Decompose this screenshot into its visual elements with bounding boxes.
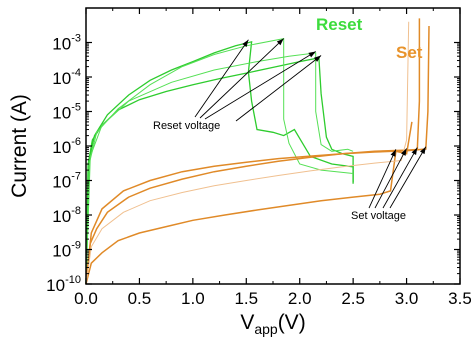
y-tick-exponent: -8 xyxy=(71,205,81,217)
y-tick-label: 10-6 xyxy=(52,136,81,157)
y-tick-base: 10 xyxy=(52,69,71,88)
y-tick-exponent: -3 xyxy=(71,33,81,45)
y-tick-exponent: -9 xyxy=(71,240,81,252)
y-tick-exponent: -6 xyxy=(71,136,81,148)
y-tick-label: 10-5 xyxy=(52,102,81,123)
y-tick-label: 10-8 xyxy=(52,205,81,226)
annotation-arrowhead xyxy=(420,146,426,155)
x-axis-title: Vapp(V) xyxy=(240,311,305,337)
x-tick-label: 0.0 xyxy=(74,289,98,308)
series-label-set: Set xyxy=(396,43,423,62)
y-tick-label: 10-4 xyxy=(52,67,81,88)
iv-curve-8 xyxy=(85,21,410,285)
x-tick-label: 1.5 xyxy=(234,289,258,308)
annotation-arrowhead xyxy=(242,39,249,48)
labels-layer: 0.0 0.5 1.0 1.5 2.0 2.5 3.0 3.510-1010-910-810-… xyxy=(46,33,471,309)
y-tick-base: 10 xyxy=(46,276,65,295)
x-tick-label: 2.5 xyxy=(341,289,365,308)
x-tick-label: 0.5 xyxy=(128,289,152,308)
y-tick-base: 10 xyxy=(52,173,71,192)
y-tick-base: 10 xyxy=(52,207,71,226)
x-axis-title-sub: app xyxy=(254,321,278,337)
annotation-arrow-line xyxy=(204,51,316,120)
x-axis-title-main: V xyxy=(240,311,254,334)
iv-curve-2 xyxy=(85,40,354,285)
x-tick-label: 1.0 xyxy=(181,289,205,308)
annotation-arrow-line xyxy=(199,38,284,119)
series-label-reset: Reset xyxy=(316,15,363,34)
y-tick-label: 10-9 xyxy=(52,240,81,261)
annotation-arrow-line xyxy=(194,39,249,118)
y-tick-base: 10 xyxy=(52,104,71,123)
annotation-arrowhead xyxy=(400,148,407,156)
annotation-arrowhead xyxy=(390,149,396,157)
y-tick-exponent: -4 xyxy=(71,67,81,79)
annotation-arrow-line xyxy=(389,146,427,209)
plot-background xyxy=(86,8,460,284)
x-tick-label: 3.5 xyxy=(448,289,471,308)
annotation-arrowhead xyxy=(276,38,284,46)
annotation-arrowhead xyxy=(313,55,322,62)
y-tick-label: 10-10 xyxy=(46,274,81,295)
x-tick-label: 2.0 xyxy=(288,289,312,308)
iv-curve-4 xyxy=(85,52,354,285)
x-axis-title-unit: (V) xyxy=(278,311,306,334)
y-tick-base: 10 xyxy=(52,35,71,54)
arrows-layer xyxy=(194,38,427,209)
iv-curve-5 xyxy=(85,121,413,285)
annotation-arrow-line xyxy=(374,148,407,209)
annotation-arrow-line xyxy=(368,149,397,209)
y-tick-base: 10 xyxy=(52,242,71,261)
y-tick-base: 10 xyxy=(52,138,71,157)
y-tick-exponent: -10 xyxy=(65,274,81,286)
annotation-set-voltage: Set voltage xyxy=(351,210,406,222)
y-tick-label: 10-7 xyxy=(52,171,81,192)
ticks-layer xyxy=(85,8,461,285)
x-tick-label: 3.0 xyxy=(395,289,419,308)
y-tick-label: 10-3 xyxy=(52,33,81,54)
y-tick-exponent: -7 xyxy=(71,171,81,183)
annotation-reset-voltage: Reset voltage xyxy=(153,120,220,132)
annotation-arrow-line xyxy=(382,147,418,209)
y-tick-exponent: -5 xyxy=(71,102,81,114)
annotation-arrowhead xyxy=(411,147,418,155)
annotation-arrowhead xyxy=(308,51,316,58)
y-axis-title: Current (A) xyxy=(8,94,31,198)
annotation-arrow-line xyxy=(235,55,322,122)
iv-curve-3 xyxy=(85,37,354,285)
